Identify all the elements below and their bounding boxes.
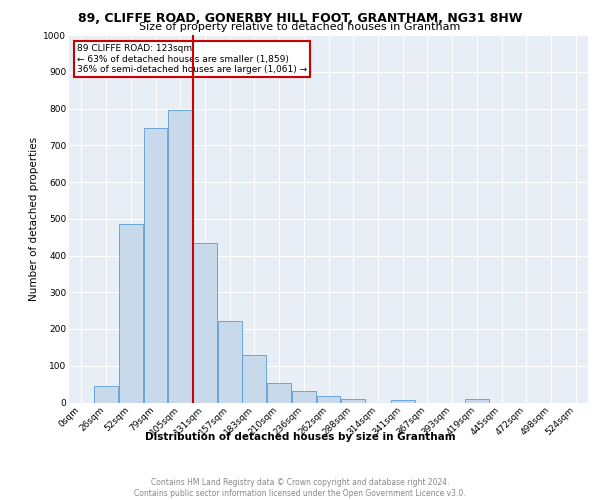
Bar <box>168 110 192 403</box>
Bar <box>267 384 291 402</box>
Text: 89, CLIFFE ROAD, GONERBY HILL FOOT, GRANTHAM, NG31 8HW: 89, CLIFFE ROAD, GONERBY HILL FOOT, GRAN… <box>78 12 522 26</box>
Bar <box>193 244 217 402</box>
Text: Distribution of detached houses by size in Grantham: Distribution of detached houses by size … <box>145 432 455 442</box>
Bar <box>391 400 415 402</box>
Text: Contains HM Land Registry data © Crown copyright and database right 2024.
Contai: Contains HM Land Registry data © Crown c… <box>134 478 466 498</box>
Bar <box>465 399 489 402</box>
Bar <box>242 356 266 403</box>
Bar <box>143 128 167 402</box>
Bar <box>218 321 242 402</box>
Y-axis label: Number of detached properties: Number of detached properties <box>29 136 39 301</box>
Bar <box>292 392 316 402</box>
Text: Size of property relative to detached houses in Grantham: Size of property relative to detached ho… <box>139 22 461 32</box>
Bar <box>341 399 365 402</box>
Bar <box>119 224 143 402</box>
Bar <box>94 386 118 402</box>
Text: 89 CLIFFE ROAD: 123sqm
← 63% of detached houses are smaller (1,859)
36% of semi-: 89 CLIFFE ROAD: 123sqm ← 63% of detached… <box>77 44 307 74</box>
Bar <box>317 396 340 402</box>
